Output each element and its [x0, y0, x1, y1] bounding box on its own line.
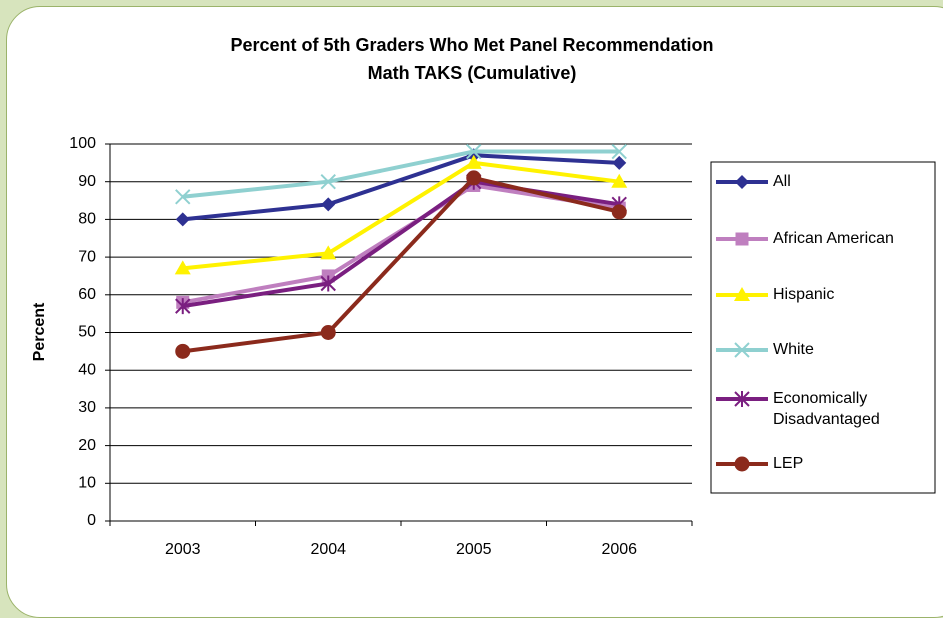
data-point: [320, 245, 337, 260]
data-point: [612, 155, 627, 170]
legend-marker: [735, 232, 749, 246]
data-point: [611, 173, 628, 188]
y-tick-label: 80: [78, 211, 96, 228]
y-tick-label: 30: [78, 399, 96, 416]
data-point: [320, 275, 336, 292]
chart-title: Percent of 5th Graders Who Met Panel Rec…: [230, 35, 713, 55]
page: Percent of 5th Graders Who Met Panel Rec…: [6, 6, 943, 618]
data-point: [175, 212, 190, 227]
legend-label: Economically Disadvantaged: [773, 390, 880, 428]
y-tick-label: 100: [69, 135, 96, 152]
chart-subtitle: Math TAKS (Cumulative): [368, 63, 577, 83]
legend-box: [710, 161, 936, 494]
legend-marker: [734, 287, 750, 301]
x-tick-label: 2004: [310, 541, 346, 558]
legend-label: All: [773, 173, 791, 190]
legend-label: African American: [773, 230, 894, 247]
series-line: [182, 160, 620, 271]
y-tick-label: 60: [78, 286, 96, 303]
y-tick-label: 50: [78, 324, 96, 341]
legend-label: LEP: [773, 455, 804, 472]
data-point: [320, 173, 336, 190]
data-point: [611, 204, 627, 220]
chart: Percent of 5th Graders Who Met Panel Rec…: [31, 35, 936, 558]
y-tick-label: 70: [78, 248, 96, 265]
legend-marker: [734, 456, 750, 472]
legend-marker: [735, 175, 749, 189]
data-point: [611, 143, 627, 160]
series-line: [182, 149, 620, 199]
legend-marker: [734, 342, 750, 358]
data-point: [465, 154, 482, 169]
data-point: [466, 170, 482, 186]
y-axis-label: Percent: [31, 302, 48, 361]
x-tick-label: 2006: [601, 541, 637, 558]
legend-label: White: [773, 341, 814, 358]
legend-label: Hispanic: [773, 286, 835, 303]
y-tick-label: 0: [87, 512, 96, 529]
data-point: [320, 325, 336, 340]
x-tick-label: 2003: [165, 541, 201, 558]
data-point: [466, 143, 482, 160]
series-line: [182, 183, 620, 305]
data-point: [174, 260, 191, 275]
y-tick-label: 20: [78, 437, 96, 454]
y-tick-label: 40: [78, 361, 96, 378]
x-tick-label: 2005: [456, 541, 492, 558]
series-line: [182, 153, 620, 222]
data-point: [175, 189, 191, 205]
y-tick-label: 90: [78, 173, 96, 190]
series-line: [182, 179, 620, 309]
data-point: [175, 343, 191, 359]
data-point: [321, 197, 336, 212]
data-point: [175, 298, 191, 315]
legend-marker: [734, 391, 750, 407]
series-line: [182, 175, 620, 354]
y-tick-label: 10: [78, 475, 96, 492]
